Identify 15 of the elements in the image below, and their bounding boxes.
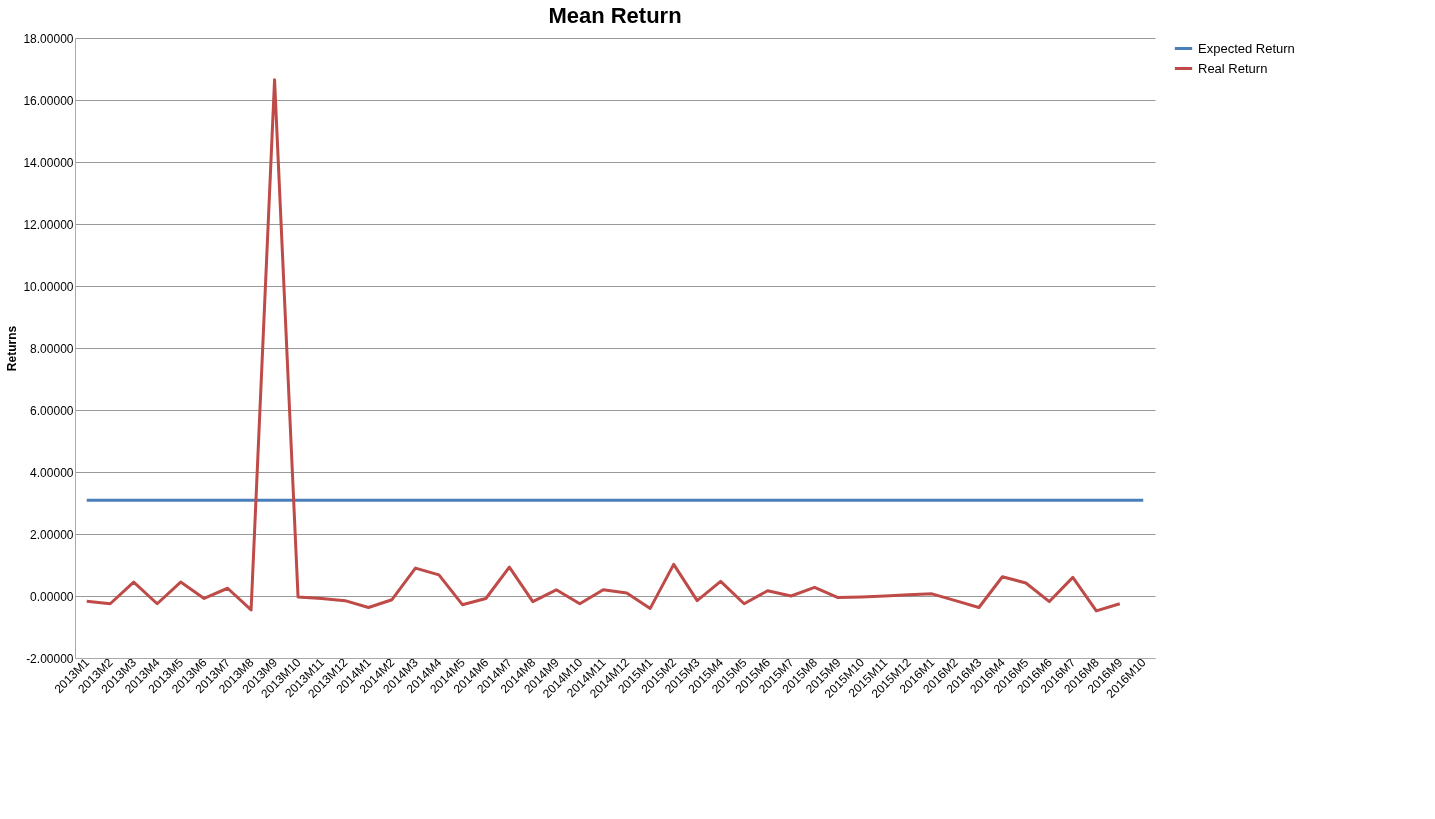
y-tick-label: 12.00000	[23, 217, 74, 232]
y-tick-label: 6.00000	[30, 403, 74, 418]
y-tick-label: 0.00000	[30, 589, 74, 604]
line-series	[85, 78, 1122, 613]
y-tick-label: 8.00000	[30, 341, 74, 356]
y-tick-label: 14.00000	[23, 155, 74, 170]
y-tick-label: 4.00000	[30, 465, 74, 480]
chart-title: Mean Return	[548, 3, 682, 28]
y-axis-title: Returns	[5, 325, 20, 372]
y-tick-label: 18.00000	[23, 31, 74, 46]
y-tick-label: 10.00000	[23, 279, 74, 294]
y-tick-label: 2.00000	[30, 527, 74, 542]
y-tick-label: 16.00000	[23, 93, 74, 108]
legend-label: Expected Return	[1198, 40, 1295, 56]
legend-label: Real Return	[1198, 60, 1268, 76]
